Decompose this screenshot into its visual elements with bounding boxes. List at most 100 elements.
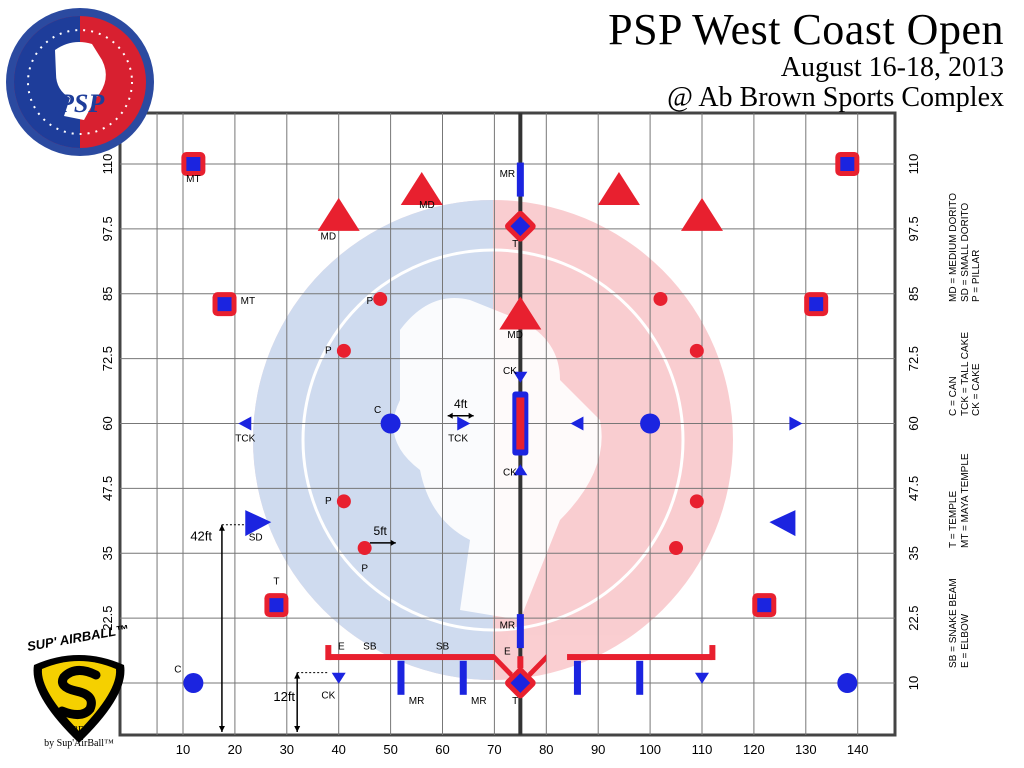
x-tick-label: 40 bbox=[331, 742, 345, 757]
bunker-label: MD bbox=[419, 200, 435, 211]
mini-rectangle-bunker bbox=[636, 660, 644, 695]
bunker-label: CK bbox=[503, 467, 517, 478]
bunker-label: MT bbox=[186, 174, 200, 185]
bunker-label: MD bbox=[507, 330, 523, 341]
x-tick-label: 50 bbox=[383, 742, 397, 757]
bunker-label: MD bbox=[321, 231, 337, 242]
y-tick-label-right: 47.5 bbox=[906, 476, 921, 501]
medium-dorito-bunker bbox=[400, 171, 443, 205]
bunker-label: C bbox=[374, 405, 381, 416]
bunker-label: TCK bbox=[448, 434, 468, 445]
bunker-label: P bbox=[325, 345, 332, 356]
bunker-label: TCK bbox=[235, 434, 255, 445]
x-tick-label: 140 bbox=[847, 742, 869, 757]
medium-dorito-bunker bbox=[499, 296, 542, 330]
bunker-label: T bbox=[512, 239, 518, 250]
measure-12ft bbox=[294, 672, 329, 732]
center-cake-bunker bbox=[512, 391, 529, 456]
x-tick-label: 30 bbox=[280, 742, 294, 757]
bunker-label: CK bbox=[321, 691, 335, 702]
y-tick-label-right: 60 bbox=[906, 416, 921, 430]
small-dorito-bunker bbox=[769, 510, 796, 537]
pillar-bunker bbox=[689, 494, 704, 509]
temple-bunker bbox=[505, 210, 536, 242]
measure-5ft bbox=[369, 539, 396, 546]
bunker-label: SD bbox=[249, 532, 263, 543]
bunker-layer bbox=[181, 152, 860, 699]
y-tick-label-left: 72.5 bbox=[100, 346, 115, 371]
maya-temple-bunker bbox=[804, 292, 829, 317]
supairball-brand: SUP' AIRBALL™ bbox=[26, 625, 130, 654]
cake-bunker bbox=[513, 464, 528, 476]
bunker-label: P bbox=[325, 496, 332, 507]
mini-rectangle-bunker bbox=[516, 614, 524, 649]
watermark-logo bbox=[253, 200, 733, 680]
maya-temple-bunker bbox=[264, 593, 289, 618]
legend-line: P = PILLAR bbox=[971, 249, 982, 302]
bunker-label: CK bbox=[503, 366, 517, 377]
bunker-label: P bbox=[367, 296, 374, 307]
x-tick-label: 100 bbox=[639, 742, 661, 757]
x-tick-label: 130 bbox=[795, 742, 817, 757]
bunker-label: E bbox=[504, 646, 511, 657]
mini-rectangle-bunker bbox=[516, 162, 524, 197]
legend-line: E = ELBOW bbox=[959, 613, 971, 668]
y-tick-label-left: 97.5 bbox=[100, 216, 115, 241]
measure-5ft-label: 5ft bbox=[374, 524, 388, 538]
cake-bunker bbox=[331, 672, 346, 684]
can-bunker bbox=[380, 413, 401, 434]
legend-line: CK = CAKE bbox=[971, 363, 982, 416]
measure-4ft-label: 4ft bbox=[454, 397, 468, 411]
y-tick-label-right: 35 bbox=[906, 546, 921, 560]
maya-temple-bunker bbox=[181, 152, 206, 176]
supairball-3d: 3D bbox=[72, 725, 86, 736]
medium-dorito-bunker bbox=[681, 197, 723, 231]
supairball-logo: SUP' AIRBALL™ bbox=[26, 625, 130, 743]
y-tick-label-left: 85 bbox=[100, 287, 115, 301]
legend-snake: SB = SNAKE BEAM E = ELBOW bbox=[948, 578, 971, 668]
x-tick-label: 70 bbox=[487, 742, 501, 757]
event-dates: August 16-18, 2013 bbox=[780, 52, 1004, 83]
can-bunker bbox=[837, 673, 858, 693]
bunker-label: MR bbox=[471, 696, 487, 707]
y-tick-label-right: 97.5 bbox=[906, 216, 921, 241]
legend-temples: T = TEMPLE MT = MAYA TEMPLE bbox=[948, 453, 971, 548]
label-layer: MT MT T T T MD MD MD P P P P C C TCK TCK SD CK CK CK MR MR MR M… bbox=[174, 169, 523, 707]
medium-dorito-bunker bbox=[597, 171, 640, 205]
event-location: @ Ab Brown Sports Complex bbox=[667, 82, 1004, 113]
x-tick-label: 20 bbox=[228, 742, 242, 757]
y-tick-label-right: 110 bbox=[906, 154, 921, 175]
snake-beam-right bbox=[528, 645, 716, 680]
mini-rectangle-bunker bbox=[459, 660, 467, 695]
bunker-label: C bbox=[174, 665, 181, 676]
legend-dorito-pillar: MD = MEDIUM DORITO SD = SMALL DORITO P =… bbox=[948, 193, 983, 302]
pillar-bunker bbox=[689, 343, 704, 358]
y-tick-label-left: 60 bbox=[100, 416, 115, 430]
y-tick-label-left: 35 bbox=[100, 546, 115, 560]
bunker-label: SB bbox=[363, 641, 377, 652]
bunker-label: T bbox=[273, 576, 279, 587]
supairball-by: by Sup'AirBall™ bbox=[44, 737, 114, 749]
measure-4ft bbox=[447, 412, 474, 419]
snake-beam-left bbox=[325, 645, 513, 680]
legend-line: SD = SMALL DORITO bbox=[959, 202, 971, 302]
y-tick-label-right: 10 bbox=[906, 676, 921, 690]
bunker-label: MR bbox=[500, 169, 516, 180]
title-block: PSP West Coast Open August 16-18, 2013 @… bbox=[608, 8, 1004, 112]
psp-logo: PSP bbox=[6, 8, 154, 156]
legend-line: SB = SNAKE BEAM bbox=[948, 578, 959, 668]
measure-12ft-label: 12ft bbox=[273, 689, 295, 704]
maya-temple-bunker bbox=[835, 152, 860, 176]
legend-line: TCK = TALL CAKE bbox=[959, 331, 971, 416]
y-tick-label-right: 22.5 bbox=[906, 605, 921, 630]
cake-bunker bbox=[695, 672, 709, 684]
tall-cake-bunker bbox=[570, 416, 584, 431]
bunker-label: MT bbox=[241, 296, 255, 307]
bunker-label: MR bbox=[500, 621, 516, 632]
y-tick-label-right: 85 bbox=[906, 287, 921, 301]
temple-bunker bbox=[505, 667, 536, 699]
y-tick-label-left: 47.5 bbox=[100, 476, 115, 501]
y-tick-label-left: 22.5 bbox=[100, 605, 115, 630]
tall-cake-bunker bbox=[789, 416, 803, 431]
